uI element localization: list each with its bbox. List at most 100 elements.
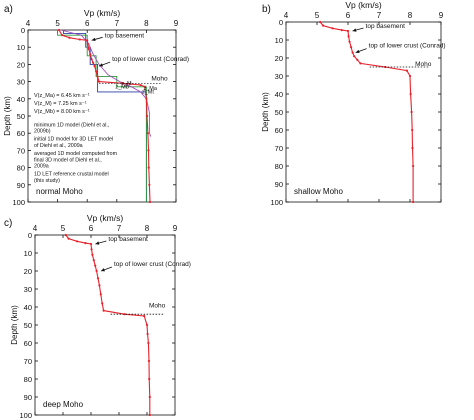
x-tick-label: 7 — [117, 224, 122, 233]
y-tick-label: 0 — [279, 18, 283, 27]
panel-label: shallow Moho — [294, 187, 343, 196]
y-tick-label: 90 — [17, 181, 25, 190]
data-point — [95, 269, 98, 273]
data-point — [348, 40, 351, 43]
x-tick-label: 6 — [89, 224, 94, 233]
x-tick-label: 4 — [284, 11, 289, 20]
legend-entry: of Diehl et al., 2009a — [34, 143, 83, 149]
data-point — [97, 80, 101, 83]
data-point — [99, 293, 102, 296]
y-tick-label: 90 — [24, 393, 32, 402]
y-tick-label: 40 — [17, 95, 25, 104]
panel-label: deep Moho — [43, 400, 84, 409]
data-point — [67, 237, 70, 240]
data-point — [139, 83, 142, 87]
data-point — [143, 314, 146, 318]
y-tick-label: 10 — [275, 36, 283, 45]
legend-entry: averaged 1D model computed from — [34, 151, 118, 157]
velocity-equation: V(z_M) = 7.25 km s⁻¹ — [34, 101, 87, 107]
y-tick-label: 40 — [24, 303, 32, 312]
y-tick-label: 60 — [24, 339, 32, 348]
data-point — [91, 253, 94, 256]
x-tick-label: 5 — [315, 11, 320, 20]
y-tick-label: 20 — [24, 267, 32, 276]
data-point — [87, 47, 90, 51]
annotation-conrad: top of lower crust (Conrad) — [112, 56, 189, 63]
x-tick-label: 9 — [439, 11, 444, 20]
annotation-moho: Moho — [149, 303, 166, 310]
arrow-head — [352, 28, 357, 32]
x-tick-label: 5 — [55, 19, 60, 28]
data-point — [147, 166, 150, 169]
x-axis-label: Vp (km/s) — [345, 0, 382, 10]
data-point — [123, 313, 126, 316]
data-point — [410, 110, 413, 114]
y-tick-label: 10 — [24, 249, 32, 258]
y-tick-label: 70 — [24, 357, 32, 366]
data-point — [89, 52, 92, 56]
data-point — [145, 97, 148, 100]
data-point — [86, 39, 89, 42]
data-point — [68, 36, 71, 39]
data-point — [319, 20, 322, 24]
data-point — [57, 28, 61, 32]
data-point — [340, 29, 343, 32]
x-tick-label: 9 — [174, 19, 179, 28]
velocity-equation: V(z_Mb) = 8.00 km s⁻¹ — [34, 109, 90, 115]
data-point — [411, 128, 414, 132]
data-point — [356, 58, 359, 61]
data-point — [346, 29, 350, 33]
annotation-moho: Moho — [415, 61, 432, 68]
data-point — [148, 377, 151, 381]
y-tick-label: 80 — [17, 164, 25, 173]
data-point — [89, 242, 93, 246]
y-tick-label: 20 — [17, 60, 25, 69]
data-point — [148, 413, 151, 417]
data-point — [84, 242, 87, 245]
data-point — [78, 38, 81, 41]
y-axis-label: Depth (km) — [3, 96, 12, 136]
x-axis-label: Vp (km/s) — [87, 213, 124, 223]
data-point — [102, 309, 105, 312]
x-tick-label: 5 — [61, 224, 66, 233]
data-point — [148, 183, 151, 186]
arrow-head — [101, 268, 105, 272]
annotation-top-basement: top basement — [105, 32, 145, 39]
annotation-z-label: z_M — [121, 81, 132, 87]
data-point — [146, 332, 149, 336]
y-tick-label: 60 — [275, 126, 283, 135]
data-point — [412, 164, 415, 168]
data-point — [147, 341, 150, 345]
data-point — [353, 55, 356, 58]
y-tick-label: 50 — [17, 112, 25, 121]
arrow-head — [99, 63, 104, 67]
data-point — [351, 51, 354, 54]
data-point — [331, 27, 334, 30]
annotation-top-basement: top basement — [108, 236, 148, 243]
data-point — [101, 302, 104, 305]
data-point — [93, 65, 96, 68]
arrow-head — [91, 37, 96, 42]
panel-label: normal Moho — [36, 187, 83, 196]
x-tick-label: 8 — [408, 11, 413, 20]
y-tick-label: 90 — [275, 180, 283, 189]
panel-letter: c) — [4, 218, 12, 229]
panel-letter: a) — [4, 4, 13, 15]
annotation-z-label: z_Ma — [143, 86, 157, 92]
data-point — [405, 69, 408, 72]
x-tick-label: 8 — [144, 19, 149, 28]
chart-panel-3: c) 4 5 6 7 8 9 Vp (km/s) 0 10 20 30 40 50 60 70 80 90 100 D… — [4, 213, 191, 420]
y-tick-label: 70 — [275, 144, 283, 153]
x-tick-label: 6 — [346, 11, 351, 20]
y-tick-label: 10 — [17, 43, 25, 52]
annotation-z-label: z_Mb — [115, 84, 128, 90]
data-point — [412, 200, 415, 204]
annotation-moho: Moho — [151, 75, 168, 82]
x-tick-label: 9 — [173, 224, 178, 233]
legend-entry: 1D LET reference crustal model — [34, 172, 109, 178]
legend-entry: 2009b) — [34, 129, 51, 135]
data-point — [145, 323, 149, 327]
data-point — [408, 74, 412, 78]
annotation-conrad: top of lower crust (Conrad) — [114, 261, 191, 268]
y-axis-label: Depth (km) — [10, 305, 19, 345]
